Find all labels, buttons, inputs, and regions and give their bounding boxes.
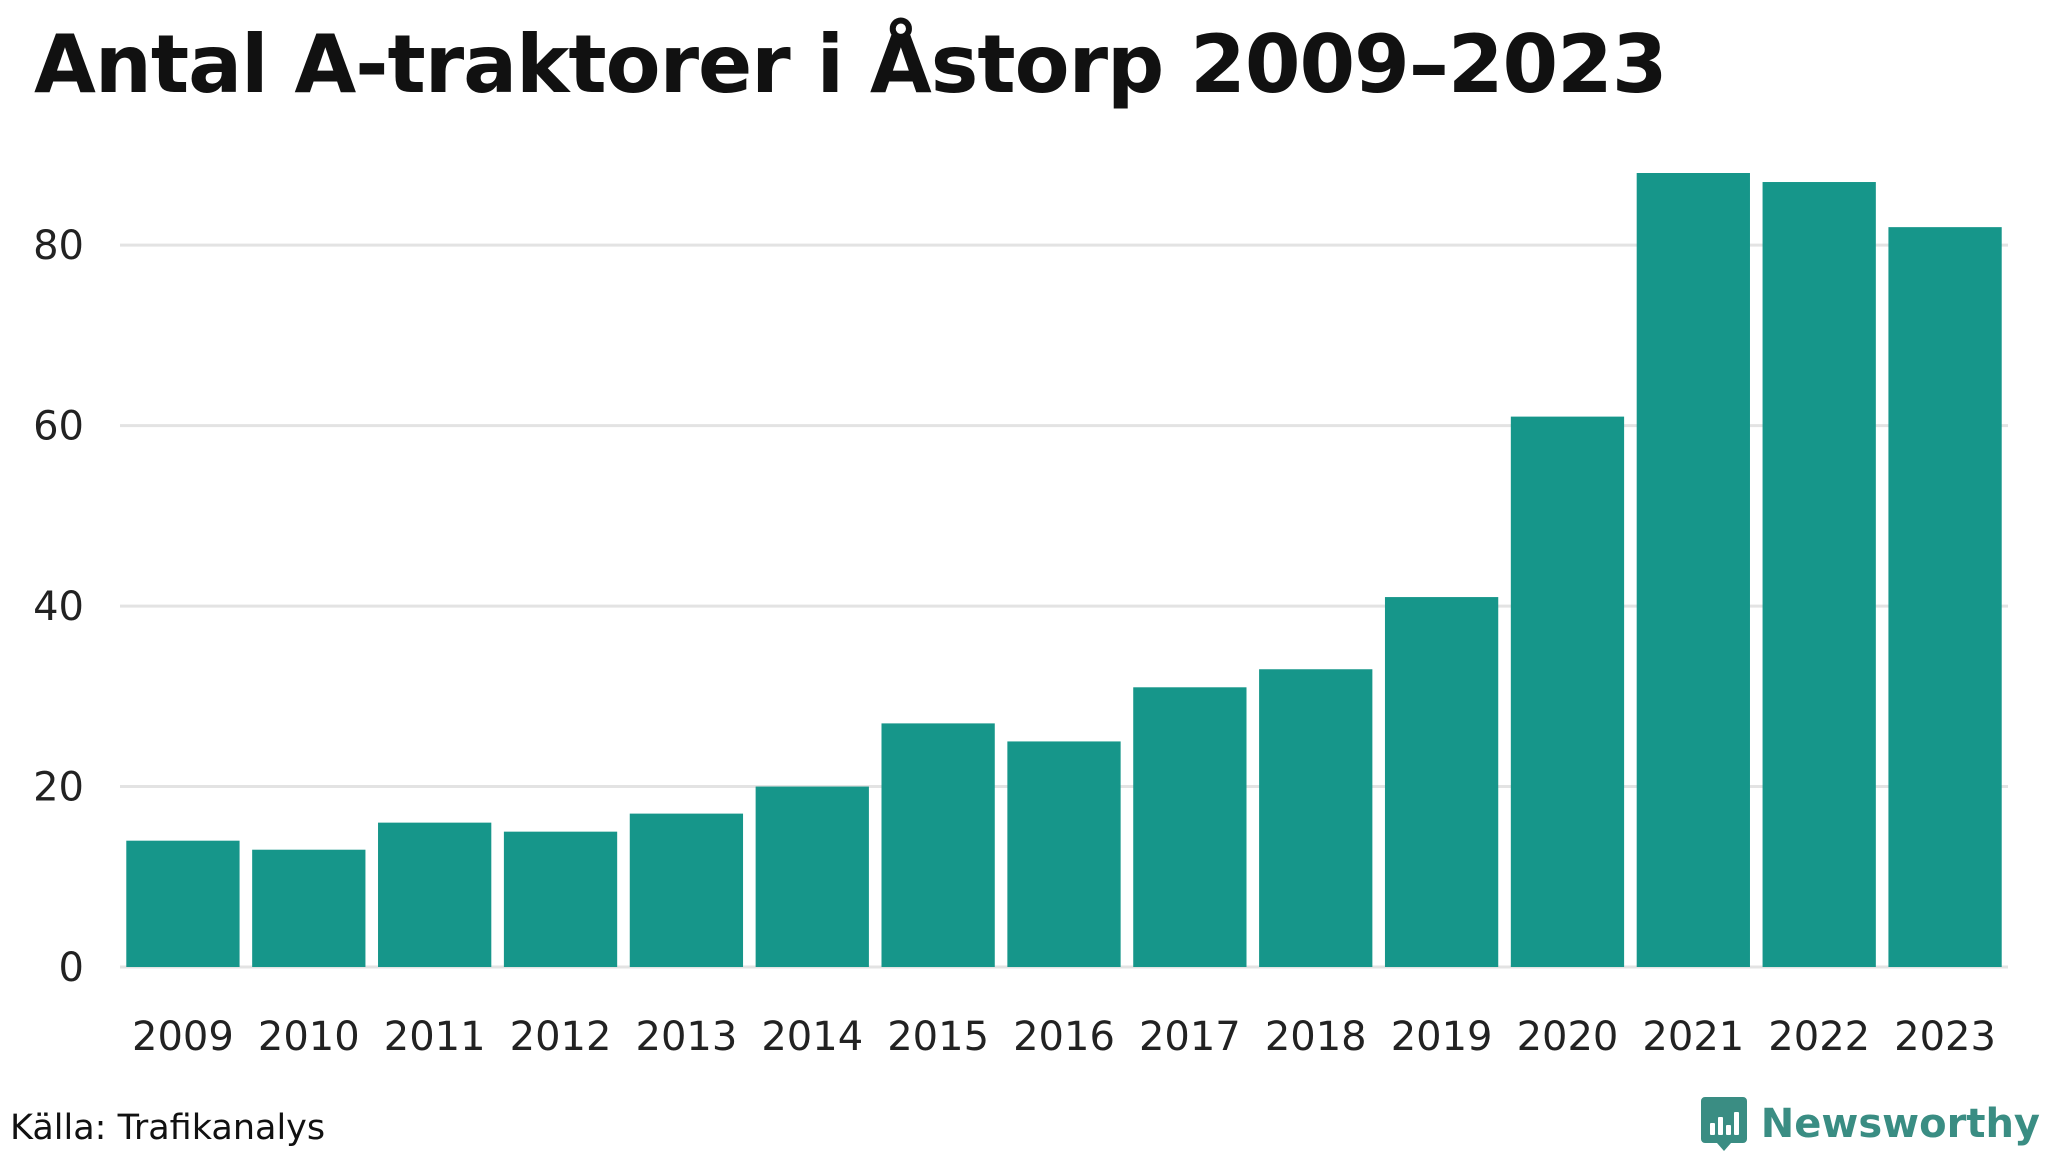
x-tick-label: 2019 [1391,1014,1493,1060]
brand-name: Newsworthy [1760,1101,2040,1147]
x-tick-label: 2013 [636,1014,738,1060]
bar-2010 [252,849,366,967]
x-tick-label: 2018 [1265,1014,1367,1060]
bar-2023 [1888,227,2002,968]
y-tick-label: 80 [33,223,84,269]
y-tick-label: 40 [33,584,84,630]
bar-2018 [1259,669,1373,967]
y-tick-label: 0 [59,945,84,991]
x-tick-label: 2020 [1517,1014,1619,1060]
bar-2016 [1007,741,1121,967]
x-tick-label: 2017 [1139,1014,1241,1060]
y-axis-ticks: 0 20 40 60 80 [33,223,84,991]
bar-2015 [881,723,995,967]
x-tick-label: 2011 [384,1014,486,1060]
bar-2020 [1510,416,1625,967]
bar-2012 [503,831,618,967]
bar-2009 [126,840,240,967]
x-tick-label: 2015 [887,1014,989,1060]
newsworthy-logo-icon [1700,1097,1747,1151]
bar-2017 [1133,687,1247,967]
x-tick-label: 2023 [1894,1014,1996,1060]
bar-2022 [1762,182,1876,968]
brand-logo[interactable]: Newsworthy [1700,1097,2040,1151]
x-tick-label: 2016 [1013,1014,1115,1060]
x-tick-label: 2014 [761,1014,863,1060]
y-tick-label: 20 [33,765,84,811]
x-axis-ticks: 2009 2010 2011 2012 2013 2014 2015 2016 2017 2018… [132,1014,1996,1060]
y-tick-label: 60 [33,404,84,450]
bar-2013 [629,813,744,967]
x-tick-label: 2012 [510,1014,612,1060]
x-tick-label: 2009 [132,1014,234,1060]
bar-2014 [755,786,869,967]
bars [126,173,2002,968]
bar-2019 [1384,597,1499,967]
x-tick-label: 2010 [258,1014,360,1060]
x-tick-label: 2022 [1768,1014,1870,1060]
source-note: Källa: Trafikanalys [10,1108,326,1148]
bar-2021 [1636,173,1750,967]
bar-2011 [378,822,492,967]
x-tick-label: 2021 [1642,1014,1744,1060]
chart-title: Antal A-traktorer i Åstorp 2009–2023 [34,18,1667,111]
